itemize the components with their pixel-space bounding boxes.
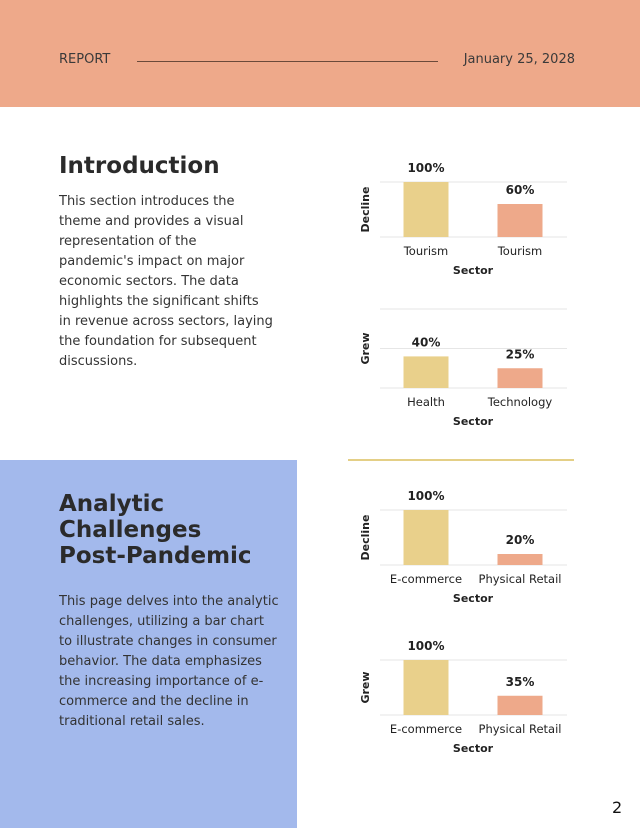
x-tick-label: Health bbox=[407, 395, 445, 409]
bar bbox=[403, 182, 449, 237]
x-axis-label: Sector bbox=[453, 592, 494, 605]
value-label: 40% bbox=[412, 335, 441, 349]
report-label: REPORT bbox=[59, 52, 111, 67]
bar bbox=[497, 554, 543, 565]
divider bbox=[348, 459, 574, 461]
x-tick-label: Physical Retail bbox=[479, 722, 562, 736]
section-title: Analytic Challenges Post-Pandemic bbox=[59, 491, 252, 569]
x-axis-label: Sector bbox=[453, 264, 494, 277]
x-tick-label: Physical Retail bbox=[479, 572, 562, 586]
x-tick-label: Tourism bbox=[497, 244, 543, 258]
value-label: 35% bbox=[506, 675, 535, 689]
value-label: 20% bbox=[506, 533, 535, 547]
x-tick-label: Technology bbox=[487, 395, 553, 409]
x-tick-label: E-commerce bbox=[390, 722, 462, 736]
section-title: Introduction bbox=[59, 153, 220, 179]
y-axis-label: Decline bbox=[359, 515, 372, 561]
header-band bbox=[0, 0, 640, 107]
value-label: 25% bbox=[506, 347, 535, 361]
y-axis-label: Grew bbox=[359, 332, 372, 364]
x-axis-label: Sector bbox=[453, 415, 494, 428]
y-axis-label: Grew bbox=[359, 671, 372, 703]
page-number: 2 bbox=[612, 798, 623, 817]
value-label: 100% bbox=[407, 489, 444, 503]
bar bbox=[403, 510, 449, 565]
section-body: This section introduces the theme and pr… bbox=[59, 194, 273, 369]
header-rule bbox=[137, 61, 438, 62]
x-tick-label: E-commerce bbox=[390, 572, 462, 586]
blue-panel bbox=[0, 460, 297, 828]
bar bbox=[497, 368, 543, 388]
value-label: 60% bbox=[506, 183, 535, 197]
bar bbox=[403, 660, 449, 715]
value-label: 100% bbox=[407, 639, 444, 653]
report-date: January 25, 2028 bbox=[463, 52, 575, 67]
bar bbox=[497, 204, 543, 237]
value-label: 100% bbox=[407, 161, 444, 175]
y-axis-label: Decline bbox=[359, 187, 372, 233]
bar bbox=[497, 695, 543, 715]
bar bbox=[403, 356, 449, 388]
x-tick-label: Tourism bbox=[403, 244, 449, 258]
section-body: This page delves into the analytic chall… bbox=[59, 594, 279, 729]
x-axis-label: Sector bbox=[453, 742, 494, 755]
